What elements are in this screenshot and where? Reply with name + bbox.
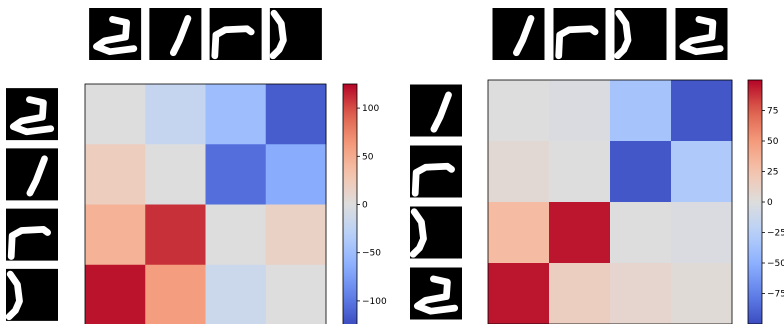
heatmap-cell-r1-c3 bbox=[205, 84, 267, 145]
row-thumbnail-1 bbox=[410, 84, 462, 137]
column-thumbnail-1 bbox=[89, 8, 142, 60]
heatmap-frame bbox=[487, 79, 733, 324]
heatmap-cell-r4-c4 bbox=[671, 263, 733, 324]
heatmap-cell-r3-c3 bbox=[205, 204, 267, 266]
row-thumbnail-3 bbox=[409, 206, 462, 259]
heatmap-cell-r2-c4 bbox=[671, 141, 733, 203]
heatmap-cell-r2-c3 bbox=[610, 141, 672, 203]
column-thumbnail-2 bbox=[553, 8, 606, 60]
colorbar-tick-label: 50 bbox=[362, 152, 374, 162]
heatmap-cell-r4-c2 bbox=[549, 263, 611, 324]
heatmap-cell-r2-c1 bbox=[85, 144, 146, 205]
heatmap-cell-r4-c1 bbox=[488, 263, 550, 324]
column-thumbnail-4 bbox=[675, 8, 728, 60]
colorbar-tick-label: 100 bbox=[362, 104, 379, 114]
row-thumbnail-4 bbox=[5, 268, 58, 321]
heatmap-cell-r3-c1 bbox=[85, 204, 146, 266]
heatmap-cell-r1-c2 bbox=[145, 84, 206, 145]
column-thumbnail-3 bbox=[614, 8, 667, 60]
heatmap-cell-r3-c2 bbox=[145, 204, 206, 266]
colorbar-tick-label: 0 bbox=[767, 198, 773, 208]
heatmap-cell-r4-c2 bbox=[145, 264, 206, 324]
colorbar-tick-label: −25 bbox=[767, 229, 784, 239]
colorbar bbox=[342, 83, 358, 324]
heatmap-panel-1: −100 −50 0 50 100 bbox=[5, 8, 387, 324]
heatmap-cell-r2-c4 bbox=[265, 144, 327, 205]
row-thumbnail-2 bbox=[410, 145, 462, 198]
colorbar-tick-label: −50 bbox=[767, 259, 784, 269]
heatmap-cell-r1-c4 bbox=[265, 84, 327, 145]
heatmap-cell-r4-c1 bbox=[85, 264, 146, 324]
heatmap-cell-r2-c2 bbox=[549, 141, 611, 203]
heatmap-cell-r3-c1 bbox=[488, 202, 550, 264]
heatmap-frame bbox=[84, 83, 327, 324]
heatmap-cell-r3-c3 bbox=[610, 202, 672, 264]
colorbar-tick-label: −75 bbox=[767, 290, 784, 300]
colorbar-tick-label: 50 bbox=[767, 137, 779, 147]
heatmap-cell-r1-c4 bbox=[671, 80, 733, 142]
colorbar-tick-label: 25 bbox=[767, 168, 778, 178]
colorbar bbox=[747, 79, 763, 324]
column-thumbnail-1 bbox=[492, 8, 545, 60]
row-thumbnail-3 bbox=[6, 208, 58, 261]
heatmap-cell-r4-c4 bbox=[265, 264, 327, 324]
heatmap-cell-r3-c2 bbox=[549, 202, 611, 264]
column-thumbnail-2 bbox=[149, 8, 202, 60]
row-thumbnail-2 bbox=[6, 148, 58, 201]
heatmap-cell-r3-c4 bbox=[265, 204, 327, 266]
heatmap-cell-r1-c1 bbox=[488, 80, 550, 142]
heatmap-cell-r4-c3 bbox=[610, 263, 672, 324]
heatmap-cell-r2-c1 bbox=[488, 141, 550, 203]
colorbar-tick-label: −50 bbox=[362, 249, 381, 259]
colorbar-tick-label: 0 bbox=[362, 201, 368, 211]
heatmap-cell-r2-c2 bbox=[145, 144, 206, 205]
row-thumbnail-4 bbox=[410, 267, 462, 320]
heatmap-cell-r2-c3 bbox=[205, 144, 267, 205]
column-thumbnail-4 bbox=[269, 8, 322, 60]
heatmap-cell-r1-c2 bbox=[549, 80, 611, 142]
heatmap-cell-r1-c3 bbox=[610, 80, 672, 142]
heatmap-panel-2: −75 −50 −25 0 25 50 75 bbox=[409, 8, 784, 324]
column-thumbnail-3 bbox=[209, 8, 262, 60]
colorbar-tick-label: 75 bbox=[767, 107, 778, 117]
heatmap-cell-r3-c4 bbox=[671, 202, 733, 264]
colorbar-tick-label: −100 bbox=[362, 297, 387, 307]
row-thumbnail-1 bbox=[6, 88, 58, 141]
heatmap-cell-r4-c3 bbox=[205, 264, 267, 324]
heatmap-cell-r1-c1 bbox=[85, 84, 146, 145]
